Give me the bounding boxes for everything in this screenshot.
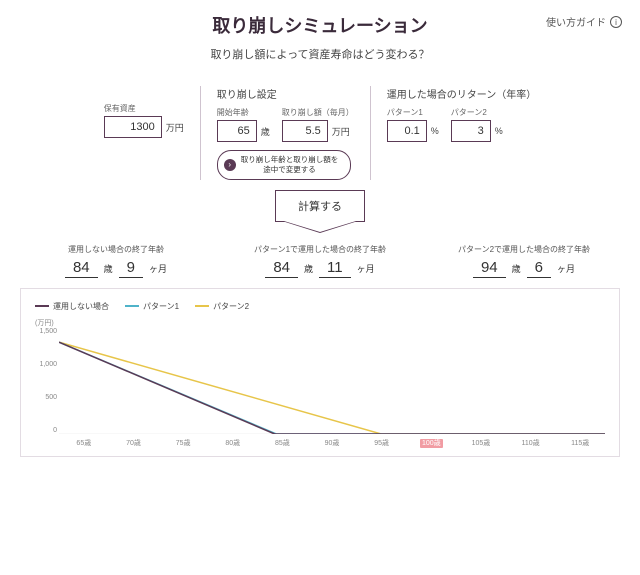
page-title: 取り崩しシミュレーション [20,12,620,38]
change-schedule-button[interactable]: › 取り崩し年齢と取り崩し額を 途中で変更する [217,150,352,180]
chart-legend: 運用しない場合 パターン1 パターン2 [35,301,605,312]
result-p2-month-unit: ヶ月 [557,262,575,275]
result-p2-month: 6 [527,259,551,278]
withdrawal-header: 取り崩し設定 [217,86,354,101]
results-row: 運用しない場合の終了年齢 84 歳 9 ヶ月 パターン1で運用した場合の終了年齢… [20,244,620,278]
result-p1-age-unit: 歳 [304,262,313,275]
chart-svg [59,328,605,434]
result-p1-month-unit: ヶ月 [357,262,375,275]
chart-plot: 1,5001,0005000 65歳70歳75歳80歳85歳90歳95歳100歳… [59,328,605,448]
start-age-input[interactable] [217,120,257,142]
pattern2-unit: % [495,126,503,136]
pattern2-label: パターン2 [451,107,503,118]
result-none-header: 運用しない場合の終了年齢 [20,244,212,255]
guide-label: 使い方ガイド [546,14,606,29]
pattern1-unit: % [431,126,439,136]
result-p1: パターン1で運用した場合の終了年齢 84 歳 11 ヶ月 [224,244,416,278]
assets-column: 保有資産 万円 [100,86,201,180]
pattern2-input[interactable] [451,120,491,142]
monthly-input[interactable] [282,120,328,142]
result-p2-age-unit: 歳 [512,262,521,275]
result-p2-header: パターン2で運用した場合の終了年齢 [428,244,620,255]
chart-container: 運用しない場合 パターン1 パターン2 (万円) 1,5001,0005000 … [20,288,620,457]
calculate-label: 計算する [298,201,342,213]
pattern1-label: パターン1 [387,107,439,118]
result-p1-month: 11 [319,259,351,278]
page-subtitle: 取り崩し額によって資産寿命はどう変わる？ [20,46,620,62]
returns-column: 運用した場合のリターン（年率） パターン1 % パターン2 % [371,86,541,180]
monthly-unit: 万円 [332,125,350,138]
info-icon: i [610,16,622,28]
legend-swatch-p1 [125,305,139,307]
legend-item-p1: パターン1 [125,301,179,312]
chart-y-unit: (万円) [35,318,605,328]
chart-x-axis: 65歳70歳75歳80歳85歳90歳95歳100歳105歳110歳115歳 [59,438,605,448]
calculate-button[interactable]: 計算する [275,190,365,222]
legend-label-none: 運用しない場合 [53,301,109,312]
legend-label-p2: パターン2 [213,301,249,312]
start-age-label: 開始年齢 [217,107,270,118]
result-none: 運用しない場合の終了年齢 84 歳 9 ヶ月 [20,244,212,278]
result-p2: パターン2で運用した場合の終了年齢 94 歳 6 ヶ月 [428,244,620,278]
pattern1-input[interactable] [387,120,427,142]
withdrawal-column: 取り崩し設定 開始年齢 歳 取り崩し額（毎月） 万円 › 取り崩し年齢と取り崩し… [201,86,371,180]
change-button-label: 取り崩し年齢と取り崩し額を 途中で変更する [241,155,339,175]
legend-item-none: 運用しない場合 [35,301,109,312]
monthly-label: 取り崩し額（毎月） [282,107,354,118]
assets-input[interactable] [104,116,162,138]
legend-swatch-none [35,305,49,307]
usage-guide-link[interactable]: 使い方ガイド i [546,14,622,29]
result-none-month: 9 [119,259,143,278]
result-p1-age: 84 [265,259,298,278]
chevron-down-icon [282,221,358,233]
chart-y-axis: 1,5001,0005000 [33,328,57,434]
legend-swatch-p2 [195,305,209,307]
result-p2-age: 94 [473,259,506,278]
result-none-month-unit: ヶ月 [149,262,167,275]
returns-header: 運用した場合のリターン（年率） [387,86,537,101]
legend-item-p2: パターン2 [195,301,249,312]
result-p1-header: パターン1で運用した場合の終了年齢 [224,244,416,255]
chevron-right-icon: › [224,159,236,171]
assets-label: 保有資産 [104,103,184,114]
assets-unit: 万円 [166,121,184,134]
start-age-unit: 歳 [261,125,270,138]
settings-panel: 保有資産 万円 取り崩し設定 開始年齢 歳 取り崩し額（毎月） 万円 [20,86,620,180]
legend-label-p1: パターン1 [143,301,179,312]
result-none-age: 84 [65,259,98,278]
result-none-age-unit: 歳 [104,262,113,275]
